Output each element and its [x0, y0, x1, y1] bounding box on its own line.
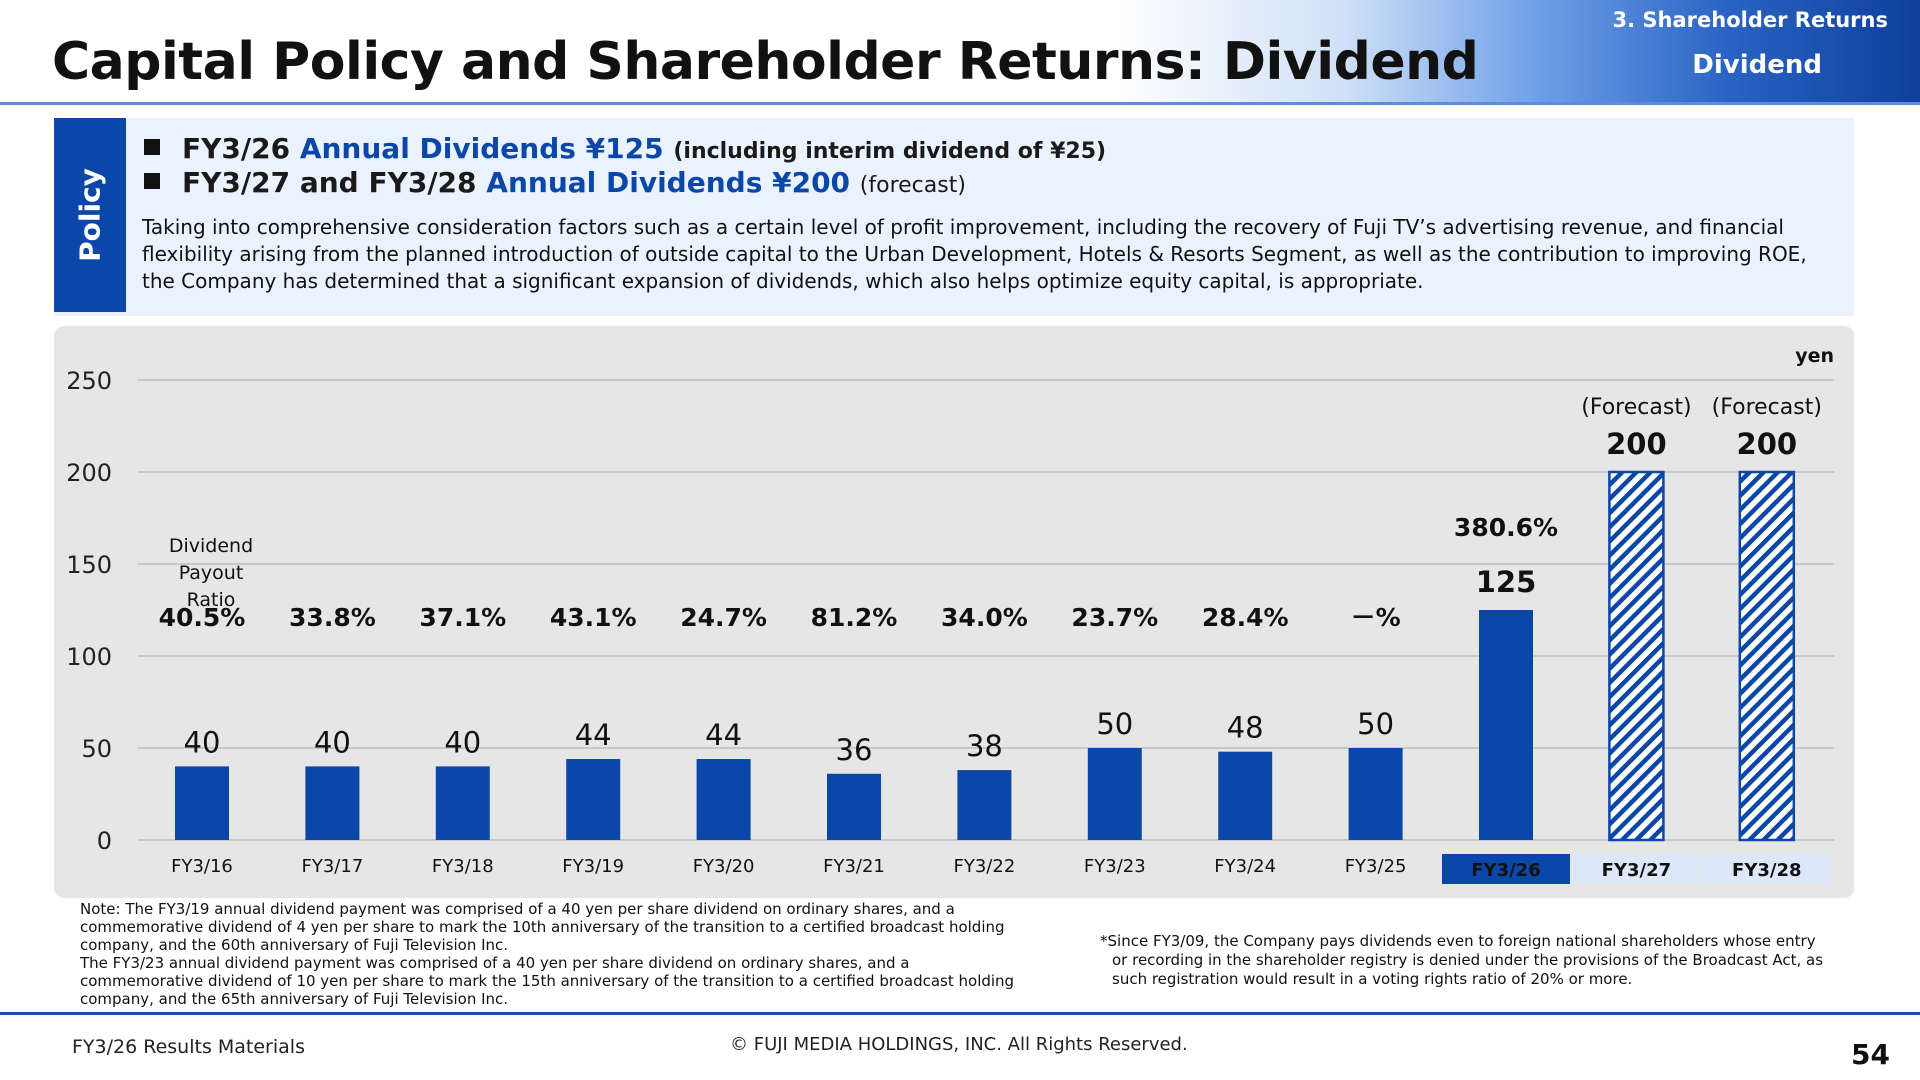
- y-tick-label: 0: [97, 827, 112, 855]
- x-category-label: FY3/22: [954, 856, 1016, 877]
- footnote-line: Note: The FY3/19 annual dividend payment…: [80, 900, 955, 918]
- footer-divider: [0, 1012, 1920, 1015]
- policy-bullet-fy26: FY3/26 Annual Dividends ¥125 (including …: [144, 132, 1106, 165]
- bullet-fy: FY3/26: [182, 132, 291, 165]
- footnote-line: The FY3/23 annual dividend payment was c…: [80, 954, 910, 972]
- bar-value-label: 40: [184, 725, 221, 759]
- payout-ratio-label: 34.0%: [941, 603, 1028, 632]
- footnote-line: *Since FY3/09, the Company pays dividend…: [1100, 932, 1816, 950]
- header-band: [0, 0, 1920, 104]
- bar-value-label: 50: [1357, 707, 1394, 741]
- x-category-label: FY3/18: [432, 856, 494, 877]
- y-tick-label: 100: [66, 643, 112, 671]
- square-bullet-icon: [144, 173, 160, 189]
- bullet-note: (forecast): [859, 173, 966, 198]
- footer-doc-name: FY3/26 Results Materials: [72, 1036, 305, 1058]
- x-category-label: FY3/27: [1602, 860, 1671, 881]
- dividend-bar: [1087, 748, 1142, 840]
- bullet-headline: Annual Dividends ¥200: [486, 166, 851, 199]
- x-category-label: FY3/25: [1345, 856, 1407, 877]
- dividend-bar: [827, 773, 881, 840]
- bar-value-label: 44: [705, 718, 742, 752]
- bar-value-label: 40: [314, 725, 351, 759]
- x-category-label: FY3/23: [1084, 856, 1146, 877]
- bar-value-label: 48: [1227, 711, 1264, 745]
- bar-value-label: 200: [1737, 427, 1798, 461]
- bar-value-label: 125: [1476, 565, 1537, 599]
- dividend-bar: [1738, 470, 1796, 842]
- footnote-line: commemorative dividend of 4 yen per shar…: [80, 918, 1005, 936]
- payout-ratio-label: －%: [1351, 603, 1401, 632]
- x-category-label: FY3/17: [302, 856, 364, 877]
- footnote-line: such registration would result in a voti…: [1112, 970, 1633, 988]
- bar-value-label: 36: [836, 733, 873, 767]
- footnote-line: company, and the 60th anniversary of Fuj…: [80, 936, 509, 954]
- section-label: 3. Shareholder Returns: [1612, 8, 1888, 32]
- y-tick-label: 50: [81, 735, 112, 763]
- dividend-bar: [566, 759, 621, 840]
- dividend-bar: [957, 770, 1012, 840]
- bullet-note: (including interim dividend of ¥25): [673, 139, 1107, 164]
- x-category-label: FY3/28: [1732, 860, 1801, 881]
- bullet-headline: Annual Dividends ¥125: [299, 132, 664, 165]
- dividend-bar: [1479, 610, 1533, 840]
- x-category-label: FY3/24: [1214, 856, 1276, 877]
- x-category-label: FY3/20: [693, 856, 755, 877]
- bar-value-label: 40: [444, 725, 481, 759]
- policy-tab-label: Policy: [73, 168, 107, 262]
- y-tick-label: 250: [66, 367, 112, 395]
- policy-box: Policy FY3/26 Annual Dividends ¥125 (inc…: [54, 118, 1854, 316]
- payout-ratio-label: 33.8%: [289, 603, 376, 632]
- x-category-label: FY3/26: [1471, 860, 1540, 881]
- unit-label: yen: [1795, 345, 1834, 367]
- category-tag: [1572, 854, 1701, 884]
- bar-value-label: 38: [966, 729, 1003, 763]
- policy-bullet-fy27-28: FY3/27 and FY3/28 Annual Dividends ¥200 …: [144, 166, 966, 199]
- dividend-bar: [435, 766, 490, 840]
- payout-ratio-label: 81.2%: [811, 603, 898, 632]
- page-title: Capital Policy and Shareholder Returns: …: [52, 32, 1479, 92]
- policy-body-text: Taking into comprehensive consideration …: [142, 215, 1807, 293]
- y-tick-label: 200: [66, 459, 112, 487]
- bar-value-label: 200: [1606, 427, 1667, 461]
- footnote-right: *Since FY3/09, the Company pays dividend…: [1100, 932, 1860, 989]
- x-category-label: FY3/21: [823, 856, 885, 877]
- dividend-bar: [305, 766, 360, 840]
- x-category-label: FY3/19: [562, 856, 624, 877]
- footnote-line: company, and the 65th anniversary of Fuj…: [80, 990, 509, 1008]
- payout-ratio-label: 43.1%: [550, 603, 637, 632]
- dividend-bar-chart: 0 50 100 150 200 250 yen Dividend Payout Ratio 40 4…: [66, 345, 1834, 884]
- bar-value-label: 50: [1096, 707, 1133, 741]
- footer-copyright: © FUJI MEDIA HOLDINGS, INC. All Rights R…: [730, 1034, 1188, 1055]
- footnote-line: commemorative dividend of 10 yen per sha…: [80, 972, 1015, 990]
- dividend-bar: [1608, 470, 1665, 842]
- payout-ratio-label: 23.7%: [1071, 603, 1158, 632]
- policy-tab: Policy: [54, 118, 126, 312]
- subsection-label: Dividend: [1692, 50, 1822, 80]
- dividend-chart-panel: 0 50 100 150 200 250 yen Dividend Payout Ratio 40 4…: [54, 326, 1854, 898]
- forecast-label: (Forecast): [1712, 395, 1822, 420]
- dividend-bar: [1348, 748, 1403, 840]
- category-tag: [1442, 854, 1570, 884]
- payout-ratio-label: 37.1%: [419, 603, 506, 632]
- y-tick-label: 150: [66, 551, 112, 579]
- bar-value-label: 44: [575, 718, 612, 752]
- payout-ratio-label: 24.7%: [680, 603, 767, 632]
- payout-ratio-title: Dividend Payout Ratio: [169, 535, 253, 611]
- x-category-label: FY3/16: [171, 856, 233, 877]
- dividend-bar: [175, 766, 229, 840]
- forecast-label: (Forecast): [1581, 395, 1691, 420]
- footnote-left: Note: The FY3/19 annual dividend payment…: [80, 900, 1080, 1008]
- bullet-fy: FY3/27 and FY3/28: [182, 166, 477, 199]
- page-number: 54: [1851, 1038, 1890, 1071]
- footnote-line: or recording in the shareholder registry…: [1112, 951, 1824, 969]
- dividend-bar: [696, 759, 751, 840]
- payout-ratio-label: 40.5%: [159, 603, 246, 632]
- payout-ratio-label: 380.6%: [1454, 513, 1558, 542]
- category-tag: [1702, 854, 1831, 884]
- dividend-bar: [1218, 751, 1273, 840]
- payout-ratio-label: 28.4%: [1202, 603, 1289, 632]
- square-bullet-icon: [144, 139, 160, 155]
- header-divider: [0, 102, 1920, 105]
